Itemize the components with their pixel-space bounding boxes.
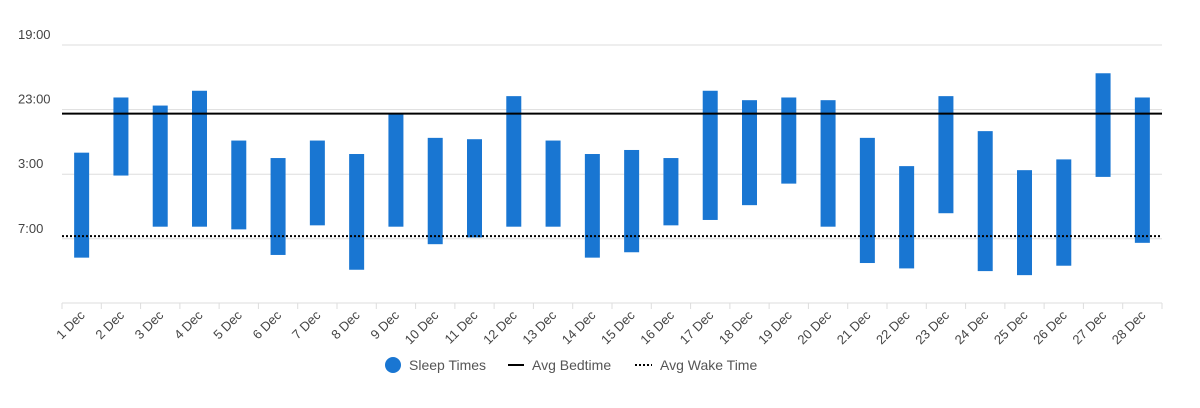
x-tick-label: 3 Dec (132, 307, 167, 342)
x-tick-label: 16 Dec (637, 307, 677, 347)
x-tick-label: 7 Dec (289, 307, 324, 342)
x-tick-label: 18 Dec (716, 307, 756, 347)
x-tick-label: 14 Dec (559, 307, 599, 347)
x-tick-label: 23 Dec (912, 307, 952, 347)
x-tick-label: 17 Dec (677, 307, 717, 347)
sleep-bar[interactable] (231, 140, 247, 230)
x-tick-label: 11 Dec (442, 307, 481, 346)
x-tick-label: 27 Dec (1069, 307, 1109, 347)
sleep-bar[interactable] (938, 96, 954, 214)
legend-avg-bedtime-label[interactable]: Avg Bedtime (532, 357, 611, 373)
sleep-bar[interactable] (113, 97, 129, 176)
x-tick-label: 9 Dec (367, 307, 402, 342)
sleep-bar[interactable] (192, 90, 207, 227)
sleep-bar[interactable] (702, 90, 718, 220)
x-tick-label: 5 Dec (210, 307, 245, 342)
sleep-bar[interactable] (74, 152, 90, 258)
sleep-bar[interactable] (545, 140, 561, 227)
sleep-bar[interactable] (309, 140, 325, 226)
sleep-bar[interactable] (977, 131, 993, 272)
x-tick-label: 20 Dec (794, 307, 834, 347)
x-tick-label: 4 Dec (171, 307, 206, 342)
sleep-bar[interactable] (1017, 170, 1032, 276)
x-tick-label: 26 Dec (1030, 307, 1070, 347)
x-tick-label: 24 Dec (952, 307, 992, 347)
sleep-bar[interactable] (1134, 97, 1150, 243)
y-tick-label: 19:00 (18, 27, 51, 42)
sleep-bar[interactable] (388, 113, 404, 227)
x-tick-label: 12 Dec (480, 307, 520, 347)
sleep-bar[interactable] (1095, 73, 1111, 177)
sleep-bar[interactable] (624, 149, 640, 253)
x-tick-label: 21 Dec (834, 307, 874, 347)
sleep-bar[interactable] (820, 100, 836, 227)
sleep-bar[interactable] (899, 166, 915, 269)
sleep-bar[interactable] (742, 100, 757, 206)
y-tick-label: 7:00 (18, 221, 43, 236)
x-tick-label: 10 Dec (402, 307, 442, 347)
sleep-bar[interactable] (663, 158, 679, 226)
x-tick-label: 8 Dec (328, 307, 363, 342)
y-tick-label: 23:00 (18, 92, 51, 107)
legend-sleep-times-icon (385, 357, 401, 373)
sleep-bar[interactable] (1056, 159, 1072, 266)
x-tick-label: 25 Dec (991, 307, 1031, 347)
sleep-bar[interactable] (152, 105, 168, 227)
y-tick-label: 3:00 (18, 156, 43, 171)
legend-sleep-times-label[interactable]: Sleep Times (409, 357, 486, 373)
sleep-bar[interactable] (467, 139, 482, 238)
legend-avg-wake-label[interactable]: Avg Wake Time (660, 357, 757, 373)
x-tick-label: 1 Dec (53, 307, 88, 342)
x-tick-label: 15 Dec (598, 307, 638, 347)
x-tick-label: 2 Dec (92, 307, 127, 342)
x-tick-label: 22 Dec (873, 307, 913, 347)
x-tick-label: 19 Dec (755, 307, 795, 347)
sleep-bar[interactable] (270, 158, 286, 255)
sleep-bar[interactable] (781, 97, 797, 184)
x-tick-label: 28 Dec (1109, 307, 1149, 347)
x-tick-label: 13 Dec (519, 307, 559, 347)
sleep-bar[interactable] (506, 96, 522, 227)
sleep-bar[interactable] (584, 154, 600, 258)
sleep-bar[interactable] (427, 137, 443, 245)
sleep-bar[interactable] (859, 137, 875, 264)
x-tick-label: 6 Dec (250, 307, 285, 342)
sleep-bar[interactable] (349, 154, 365, 270)
